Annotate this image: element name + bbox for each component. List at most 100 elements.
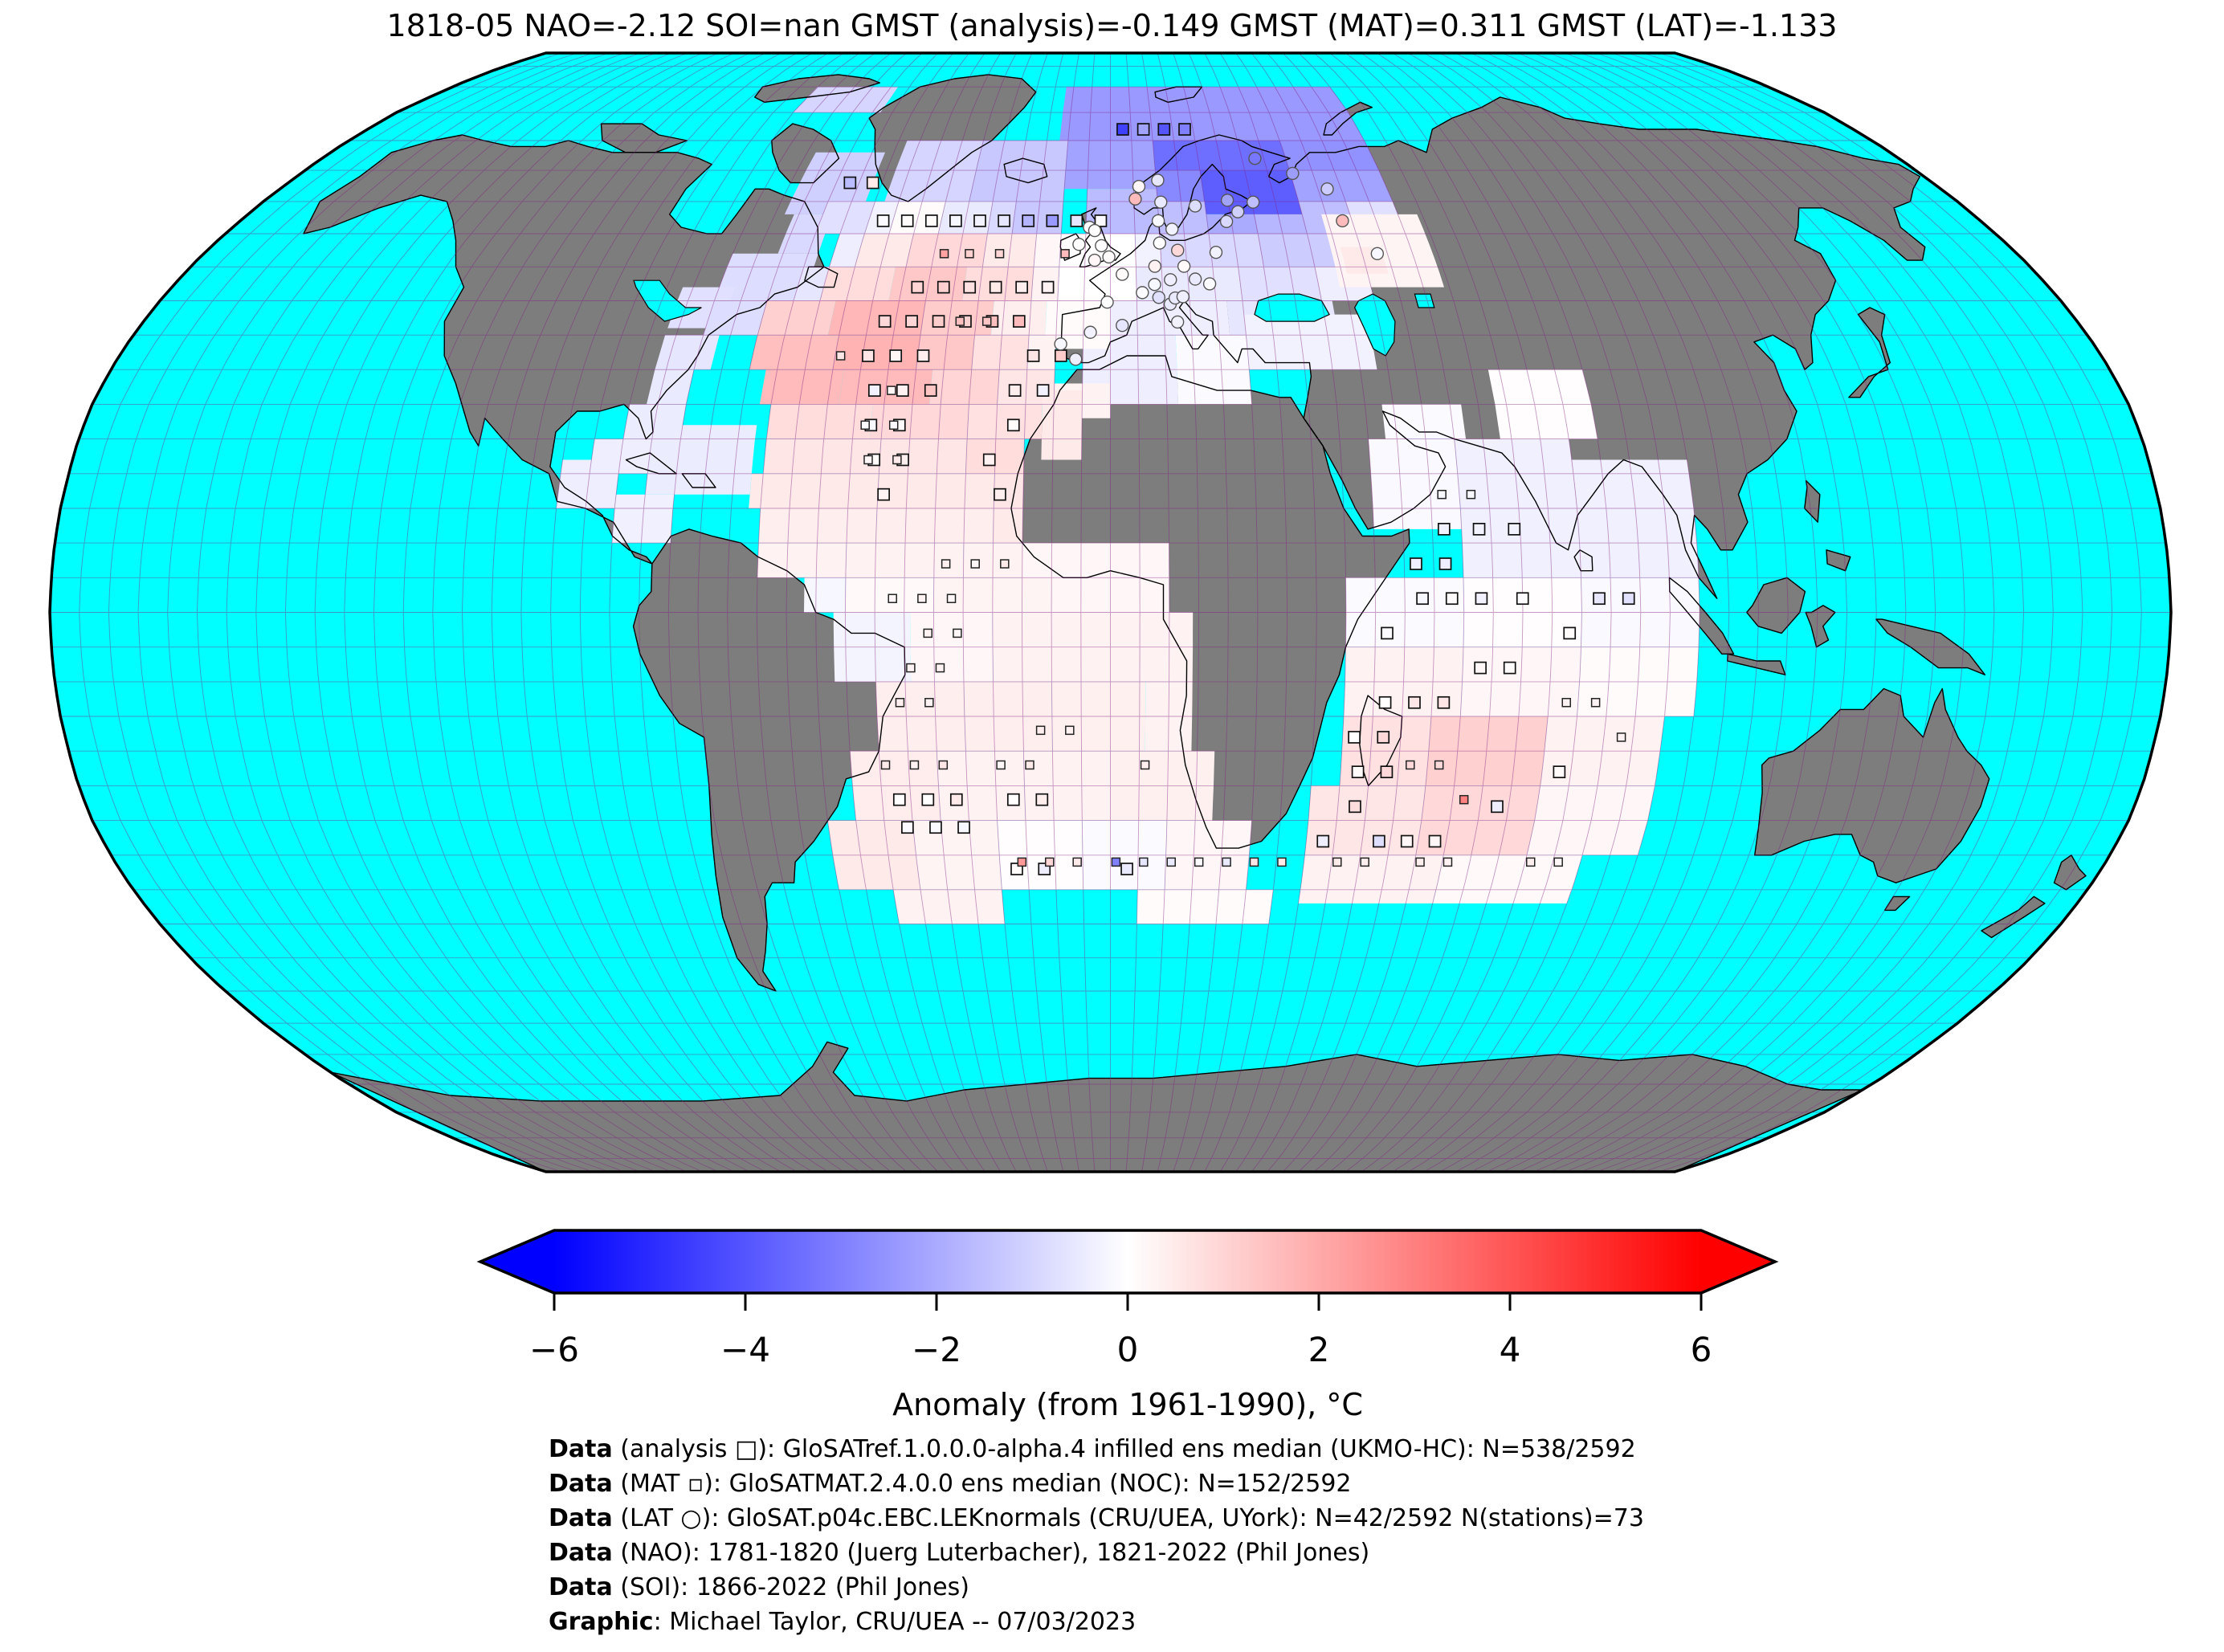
caption-text: : Michael Taylor, CRU/UEA -- 07/03/2023 [653, 1608, 1136, 1636]
analysis-marker [1157, 123, 1171, 136]
caption-prefix: Data [549, 1539, 613, 1567]
analysis-marker [876, 214, 890, 227]
analysis-marker [877, 487, 890, 501]
analysis-marker [866, 176, 879, 190]
anomaly-cell [749, 473, 879, 508]
lake-aral [1414, 293, 1435, 308]
mat-marker [1065, 725, 1075, 736]
analysis-marker [1026, 349, 1040, 362]
analysis-marker [901, 821, 914, 834]
analysis-marker [889, 349, 903, 362]
analysis-marker [989, 280, 1002, 294]
mat-marker [1360, 857, 1369, 867]
analysis-marker [1351, 765, 1365, 778]
lat-station-marker [1336, 214, 1349, 228]
colorbar-tick-label: 2 [1308, 1330, 1330, 1369]
mat-marker [1025, 760, 1034, 770]
mat-marker [1277, 857, 1287, 867]
mat-marker [1525, 857, 1536, 867]
analysis-marker [1416, 592, 1429, 606]
analysis-marker [1035, 793, 1049, 806]
map-outline [48, 51, 2173, 1173]
caption-text: (SOI): 1866-2022 (Phil Jones) [612, 1573, 969, 1601]
land-tasmania [1884, 896, 1910, 911]
mat-marker [1140, 760, 1150, 770]
analysis-marker [892, 793, 906, 806]
analysis-marker [1475, 592, 1488, 606]
caption-text: (NAO): 1781-1820 (Juerg Luterbacher), 18… [612, 1539, 1370, 1567]
anomaly-cell [963, 681, 1053, 752]
caption-text: (LAT ○): GloSAT.p04c.EBC.LEKnormals (CRU… [612, 1504, 1644, 1532]
analysis-marker [957, 821, 970, 834]
analysis-marker [1408, 695, 1421, 709]
mat-marker [946, 593, 957, 603]
mat-marker [1406, 760, 1415, 770]
anomaly-cell [758, 508, 877, 544]
anomaly-cell [827, 820, 920, 890]
lat-station-marker [1202, 277, 1217, 291]
land-namerica [303, 135, 824, 564]
mat-marker [1194, 857, 1204, 867]
analysis-marker [1012, 315, 1026, 328]
analysis-marker [1503, 661, 1516, 675]
lat-station-marker [1231, 205, 1245, 218]
lat-station-marker [1248, 152, 1262, 165]
colorbar-bar [476, 1229, 1779, 1295]
anomaly-cell [1432, 855, 1583, 904]
analysis-marker [1377, 731, 1390, 744]
anomaly-cell [759, 369, 844, 405]
analysis-marker [916, 349, 930, 362]
mat-marker [1443, 857, 1453, 867]
anomaly-cell [1034, 234, 1062, 267]
mat-marker [924, 698, 934, 708]
anomaly-cell [1058, 87, 1370, 153]
anomaly-cell [1304, 785, 1426, 855]
anomaly-cell [611, 494, 675, 544]
analysis-marker [1428, 834, 1442, 848]
lat-station-marker [1188, 199, 1202, 213]
analysis-marker [1563, 626, 1577, 640]
mat-marker [860, 420, 870, 430]
lat-station-marker [1088, 253, 1102, 267]
mat-marker [887, 385, 896, 395]
analysis-marker [1438, 557, 1452, 570]
analysis-marker [1553, 765, 1566, 778]
analysis-marker [932, 315, 945, 328]
lat-station-marker [1136, 286, 1149, 300]
mat-marker [939, 249, 949, 259]
anomaly-cell [556, 459, 621, 508]
lat-station-marker [1219, 214, 1234, 228]
analysis-marker [949, 214, 962, 227]
lat-station-marker [1188, 272, 1202, 286]
anomaly-cell [877, 473, 995, 508]
anomaly-cell [969, 141, 1068, 202]
colorbar-label: Anomaly (from 1961-1990), °C [892, 1387, 1363, 1422]
mat-marker [888, 593, 897, 603]
lat-station-marker [1151, 214, 1165, 228]
anomaly-cell [1381, 404, 1467, 439]
analysis-marker [921, 793, 935, 806]
analysis-marker [1516, 592, 1529, 606]
anomaly-cell [766, 404, 873, 439]
colorbar-tick-label: −4 [720, 1330, 770, 1369]
caption-prefix: Graphic [549, 1608, 654, 1636]
analysis-marker [878, 315, 892, 328]
lat-station-marker [1220, 194, 1234, 207]
analysis-marker [1006, 793, 1020, 806]
analysis-marker [1410, 557, 1422, 570]
mat-marker [1000, 559, 1010, 569]
anomaly-cell [1082, 820, 1167, 890]
lat-station-marker [1148, 259, 1162, 273]
markers-layer [835, 123, 1635, 875]
anomaly-cell [839, 369, 933, 405]
figure-title: 1818-05 NAO=-2.12 SOI=nan GMST (analysis… [386, 8, 1838, 43]
analysis-marker [1381, 626, 1394, 640]
mat-marker [994, 249, 1005, 259]
mat-marker [1616, 732, 1626, 742]
mat-marker [1139, 857, 1149, 867]
anomaly-cell [757, 543, 847, 578]
analysis-marker [963, 280, 977, 294]
anomaly-cell [916, 335, 975, 370]
land-australia [1754, 688, 1989, 883]
mat-marker [981, 316, 992, 326]
